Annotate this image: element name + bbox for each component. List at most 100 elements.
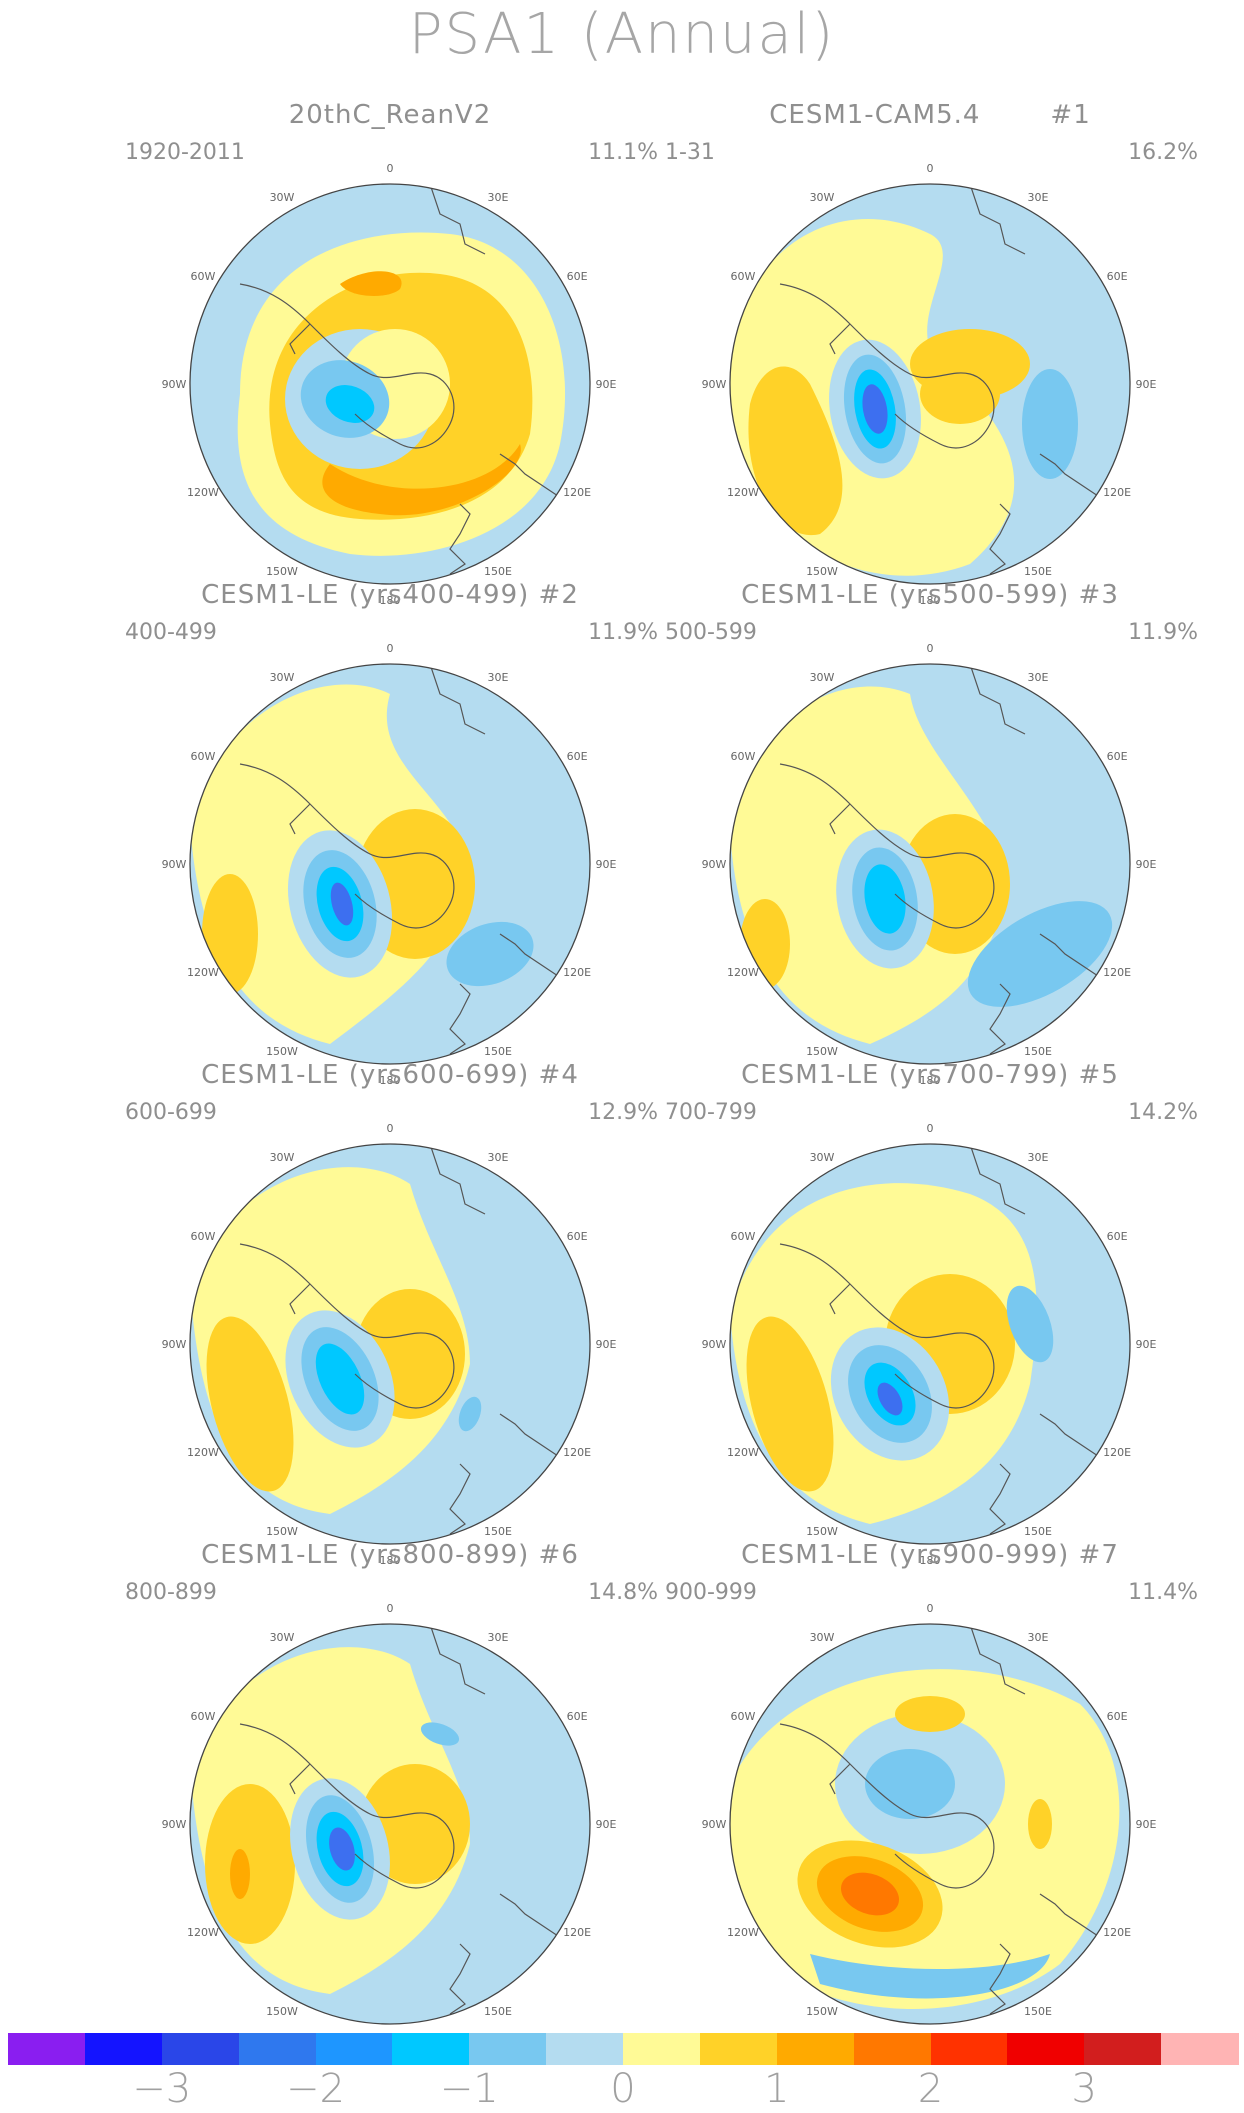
panel-variance: 11.9% [588,620,658,645]
anomaly-contour [325,385,375,423]
coastline [969,664,1026,735]
longitude-label: 30E [1028,191,1049,204]
anomaly-contour [315,1343,365,1415]
longitude-label: 0 [927,1602,934,1615]
colorbar-swatch [776,2033,855,2065]
anomaly-contour [322,444,521,516]
polar-map: 0 30E 60E 90E 120E 150E 180 150W 120W 90W 60W 30W [702,162,1157,607]
panel-5: CESM1-LE (yrs600-699) #4 600-699 12.9% 0… [110,1060,670,1567]
map-border [729,1143,1131,1545]
panel-4: CESM1-LE (yrs500-599) #3 500-599 11.9% 0… [650,580,1210,1087]
longitude-label: 90E [1136,1818,1157,1831]
longitude-label: 60E [1107,1230,1128,1243]
panel-6: CESM1-LE (yrs700-799) #5 700-799 14.2% 0… [650,1060,1210,1567]
anomaly-contour [840,1872,900,1916]
anomaly-contour [1022,369,1078,479]
panel-title: CESM1-LE (yrs400-499) #2 [201,580,579,610]
anomaly-contour [810,1954,1050,1999]
colorbar-tick-label: 2 [917,2066,944,2112]
longitude-label: 60E [567,1230,588,1243]
longitude-label: 150E [1024,1045,1052,1058]
panel-variance: 16.2% [1128,140,1198,165]
panel-years: 900-999 [665,1580,757,1605]
longitude-label: 90W [162,1338,187,1351]
coastline [429,664,486,735]
longitude-label: 120W [187,1926,219,1939]
colorbar-swatch [623,2033,701,2065]
longitude-label: 90W [702,1338,727,1351]
anomaly-contour [865,1749,955,1819]
longitude-label: 180 [920,594,941,607]
longitude-label: 90E [1136,378,1157,391]
longitude-label: 30E [1028,1151,1049,1164]
longitude-label: 180 [380,1554,401,1567]
anomaly-contour [205,1784,295,1944]
coastline [239,1723,455,1889]
coastline [969,184,1026,255]
polar-map: 0 30E 60E 90E 120E 150E 180 150W 120W 90W 60W 30W [162,642,617,1087]
colorbar-swatch [84,2033,163,2065]
coastline [429,1144,486,1215]
anomaly-contour [967,901,1113,1007]
panel-title: CESM1-LE (yrs800-899) #6 [201,1540,579,1570]
longitude-label: 30W [270,191,295,204]
longitude-label: 120W [187,1446,219,1459]
map-border [729,663,1131,1065]
panel-title: CESM1-LE (yrs600-699) #4 [201,1060,579,1090]
longitude-label: 60W [191,750,216,763]
map-field [730,1144,1130,1544]
coastline [429,184,486,255]
colorbar-swatch [238,2033,316,2065]
anomaly-contour [458,1396,482,1432]
longitude-label: 0 [387,642,394,655]
longitude-label: 30E [1028,1631,1049,1644]
longitude-label: 90W [702,378,727,391]
longitude-label: 150E [1024,2005,1052,2018]
map-border [729,1623,1131,2025]
longitude-label: 60W [191,1230,216,1243]
colorbar-swatch [546,2033,624,2065]
anomaly-contour [1028,1799,1052,1849]
anomaly-contour [206,1316,294,1492]
colorbar-swatch [1007,2033,1085,2065]
panel-1: 20thC_ReanV2 1920-2011 11.1% 0 30E 60E 90E 1… [110,100,670,607]
panel-years: 700-799 [665,1100,757,1125]
longitude-label: 150E [484,565,512,578]
polar-map: 0 30E 60E 90E 120E 150E 180 150W 120W 90W 60W 30W [162,162,617,607]
coastline [239,283,455,449]
colorbar-tick-label: 1 [764,2066,790,2112]
colorbar-swatch [161,2033,240,2065]
colorbar-tick-label: −1 [439,2066,499,2112]
panel-title: CESM1-LE (yrs500-599) #3 [741,580,1119,610]
panel-years: 400-499 [125,620,217,645]
figure-title: PSA1 (Annual) [408,2,836,67]
panel-years: 1920-2011 [125,140,245,165]
coastline [779,283,995,449]
longitude-label: 150W [806,565,838,578]
longitude-label: 60E [567,270,588,283]
coastline [779,1723,995,1889]
longitude-label: 90E [596,1818,617,1831]
anomaly-contour [748,366,843,536]
colorbar-tick-label: 0 [610,2066,636,2112]
longitude-label: 90W [702,1818,727,1831]
anomaly-contour [864,864,906,934]
longitude-label: 60W [731,270,756,283]
coastline [429,1624,486,1695]
panel-8: CESM1-LE (yrs900-999) #7 900-999 11.4% 0… [650,1540,1210,2047]
longitude-label: 90W [702,858,727,871]
anomaly-contour [230,1849,250,1899]
map-border [729,183,1131,585]
longitude-label: 150E [484,2005,512,2018]
longitude-label: 30W [270,1151,295,1164]
longitude-label: 30E [488,1631,509,1644]
longitude-label: 120E [1103,486,1131,499]
panel-variance: 11.9% [1128,620,1198,645]
longitude-label: 150W [806,1045,838,1058]
anomaly-contour [340,271,402,296]
longitude-label: 120W [727,966,759,979]
longitude-label: 120E [1103,1926,1131,1939]
longitude-label: 0 [387,1602,394,1615]
map-field [190,1624,590,2024]
panel-variance: 14.8% [588,1580,658,1605]
